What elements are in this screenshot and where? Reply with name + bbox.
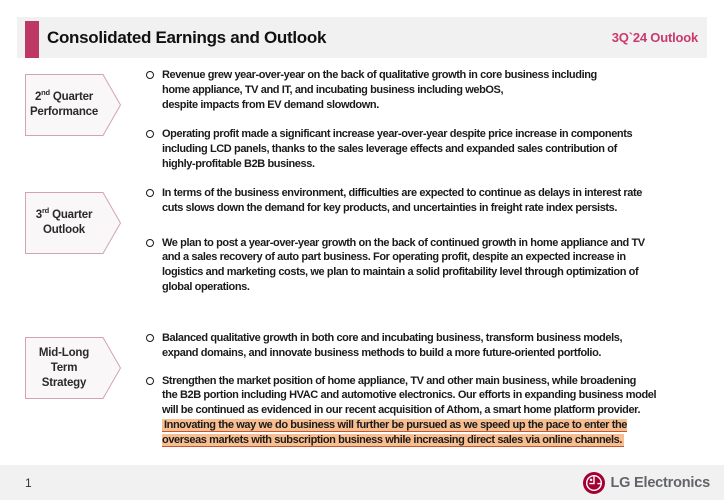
section-content: In terms of the business environment, di… [146,186,714,295]
page-number: 1 [25,475,32,490]
circle-bullet-icon [146,334,154,342]
circle-bullet-icon [146,376,154,385]
section-label: 2nd Quarter Performance [29,88,99,118]
section-2q-performance: 2nd Quarter Performance Revenue grew yea… [25,68,714,172]
bullet-text: Balanced qualitative growth in both core… [162,332,623,359]
quarter-badge: 3Q`24 Outlook [611,30,698,45]
lg-electronics-logo: LG Electronics [583,465,710,500]
section-label-chevron: 3rd Quarter Outlook [25,192,121,254]
section-content: Revenue grew year-over-year on the back … [146,68,714,172]
bullet-item: We plan to post a year-over-year growth … [146,236,714,295]
section-label: Mid-Long Term Strategy [38,346,90,389]
chevron-shape-icon [25,74,121,136]
bullet-text: Strengthen the market position of home a… [162,374,657,447]
bullet-item: Operating profit made a significant incr… [146,127,714,171]
bullet-item: Revenue grew year-over-year on the back … [146,68,714,112]
header-accent-bar [25,21,39,58]
chevron-shape-icon [25,192,121,254]
bullet-text: Operating profit made a significant incr… [162,128,633,170]
section-midlong-strategy: Mid-Long Term Strategy Balanced qualitat… [25,331,714,448]
bullet-item: Balanced qualitative growth in both core… [146,331,714,361]
logo-text: LG Electronics [610,474,710,491]
chevron-shape-icon [25,337,121,399]
circle-bullet-icon [146,189,154,197]
section-3q-outlook: 3rd Quarter Outlook In terms of the busi… [25,186,714,295]
section-label-chevron: 2nd Quarter Performance [25,74,121,136]
circle-bullet-icon [146,71,154,79]
bullet-item: In terms of the business environment, di… [146,186,714,216]
lg-face-icon [583,471,606,494]
header-band [17,17,707,58]
circle-bullet-icon [146,130,154,139]
bullet-item: Strengthen the market position of home a… [146,374,714,448]
bullet-text: We plan to post a year-over-year growth … [162,236,645,293]
circle-bullet-icon [146,238,154,247]
section-label-chevron: Mid-Long Term Strategy [25,337,121,399]
page-title: Consolidated Earnings and Outlook [47,27,327,47]
highlighted-text: Innovating the way we do business will f… [162,418,627,447]
bullet-text: In terms of the business environment, di… [162,187,643,214]
bullet-text: Revenue grew year-over-year on the back … [162,69,597,111]
section-label: 3rd Quarter Outlook [35,206,93,236]
section-content: Balanced qualitative growth in both core… [146,331,714,448]
